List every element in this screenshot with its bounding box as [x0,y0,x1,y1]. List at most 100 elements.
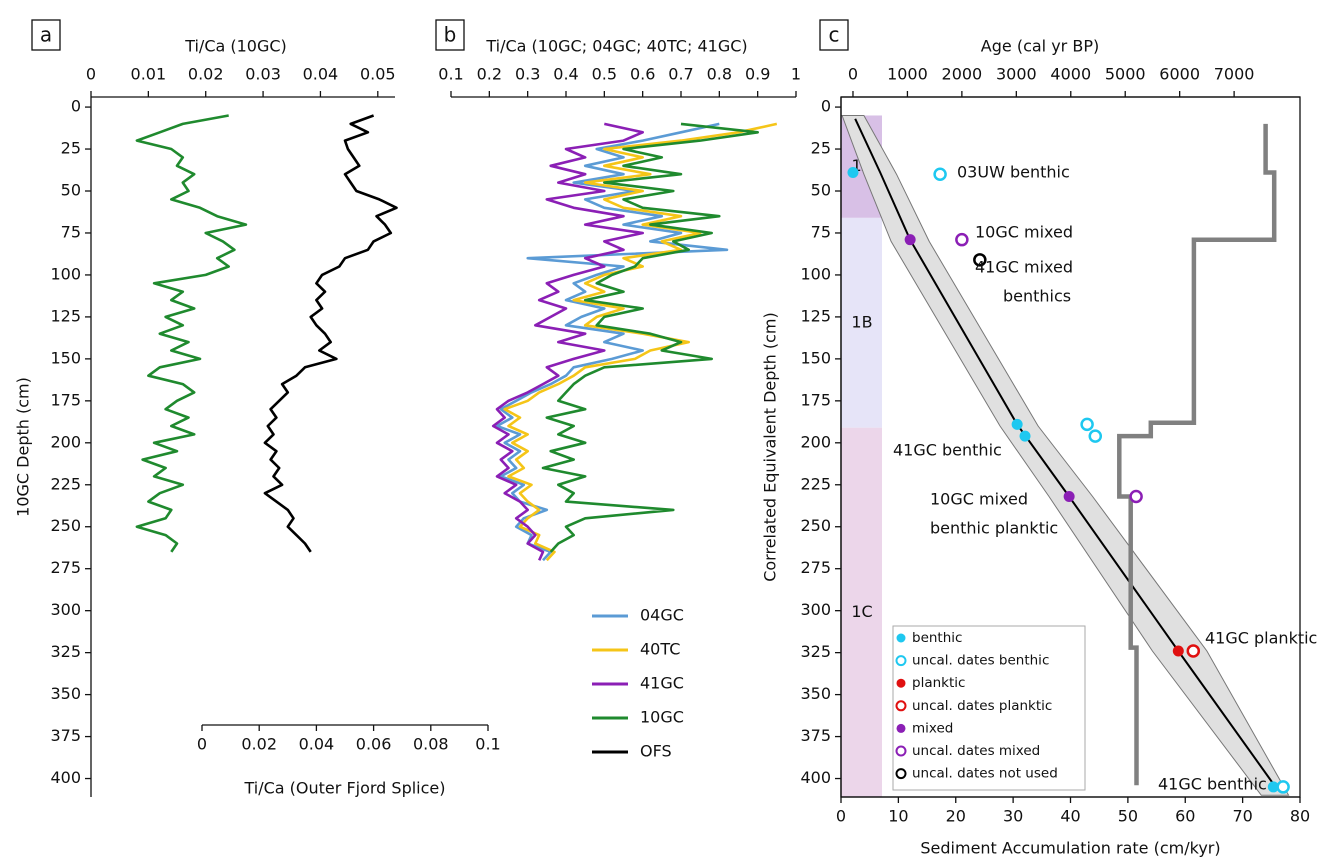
x-tick-label: 0 [848,65,858,84]
x-tick-label: 0.03 [245,65,281,84]
rate-line [1117,123,1277,786]
date-point [1011,418,1023,430]
x2-tick-label: 50 [1118,807,1138,826]
x2-tick-label: 80 [1290,807,1310,826]
panel-label-box [31,19,61,51]
x2-tick-label: 0 [197,735,207,754]
y-tick-label: 150 [50,348,81,367]
data-line [263,114,398,553]
legend-box [892,625,1086,791]
x2-tick-label: 10 [888,807,908,826]
date-point [847,167,859,179]
x-tick-label: 1 [791,65,801,84]
date-point [933,167,947,181]
panel-label: c [829,23,840,47]
y-tick-label: 200 [50,432,81,451]
annotation: 41GC benthic [1158,775,1267,794]
y-tick-label: 175 [800,390,831,409]
date-point [1186,644,1201,658]
y-tick-label: 100 [50,264,81,283]
annotation: 41GC planktic [1205,629,1317,648]
y-tick-label: 275 [50,558,81,577]
x-tick-label: 0 [86,65,96,84]
date-point [1276,780,1290,794]
x-tick-label: 6000 [1159,65,1200,84]
x-tick-label: 0.2 [477,65,502,84]
x2-tick-label: 20 [946,807,966,826]
legend-marker [896,633,906,643]
data-line [503,122,778,562]
x-tick-label: 0.05 [360,65,396,84]
x-tick-label: 0.4 [553,65,578,84]
x-tick-label: 2000 [942,65,983,84]
x2-tick-label: 0.04 [299,735,335,754]
y-tick-label: 75 [61,222,81,241]
y-tick-label: 50 [61,181,81,200]
y-axis-title: Correlated Equivalent Depth (cm) [761,312,780,582]
y-tick-label: 400 [800,768,831,787]
legend-label: uncal. dates benthic [912,653,1049,669]
y-tick-label: 300 [800,600,831,619]
y-tick-label: 375 [800,726,831,745]
x2-tick-label: 70 [1232,807,1252,826]
x2-tick-label: 0 [836,807,846,826]
y-tick-label: 350 [800,684,831,703]
x-tick-label: 0.9 [745,65,770,84]
y-tick-label: 300 [50,600,81,619]
x2-tick-label: 0.1 [475,735,500,754]
zone-label: 1B [851,312,872,331]
x2-tick-label: 60 [1175,807,1195,826]
x-axis-title: Ti/Ca (10GC) [184,37,287,56]
y-tick-label: 25 [811,139,831,158]
annotation: 10GC mixed [975,223,1073,242]
panel-label: b [444,23,457,47]
annotation: 41GC benthic [893,441,1002,460]
x-tick-label: 0.01 [131,65,167,84]
data-line [135,114,248,553]
date-point [1088,429,1103,443]
legend-label: uncal. dates mixed [912,743,1040,759]
y-tick-label: 175 [50,390,81,409]
legend-marker [895,745,907,757]
x2-tick-label: 0.02 [241,735,277,754]
y-tick-label: 350 [50,684,81,703]
date-point [973,253,987,267]
y-tick-label: 375 [50,726,81,745]
y-tick-label: 275 [800,558,831,577]
y-tick-label: 400 [50,768,81,787]
y-axis-title: 10GC Depth (cm) [14,377,33,517]
x-tick-label: 3000 [996,65,1037,84]
legend-marker [896,678,906,688]
data-line [491,122,644,561]
x-tick-label: 0.8 [707,65,732,84]
annotation: 41GC mixed [975,258,1073,277]
annotation: benthics [1003,287,1071,306]
y-tick-label: 150 [800,348,831,367]
y-tick-label: 100 [800,264,831,283]
confidence-band [841,115,1290,796]
panel-label-box [435,19,465,51]
annotation: benthic planktic [930,519,1058,538]
annotation: 10GC mixed [930,490,1028,509]
panel-label-box [819,19,849,51]
x-tick-label: 0.7 [668,65,693,84]
data-line [495,122,729,562]
legend-label: mixed [912,720,953,736]
x-axis-title: Age (cal yr BP) [981,37,1099,56]
legend-label: uncal. dates planktic [912,698,1052,714]
x-tick-label: 0.3 [515,65,540,84]
legend-label: 04GC [640,606,684,625]
x-tick-label: 0.02 [188,65,224,84]
y-tick-label: 325 [800,642,831,661]
y-tick-label: 225 [50,474,81,493]
y-tick-label: 50 [811,181,831,200]
y-tick-label: 75 [811,222,831,241]
legend-marker [896,723,906,733]
legend-marker [895,700,907,712]
date-point [1063,491,1075,503]
x2-axis-title: Sediment Accumulation rate (cm/kyr) [920,839,1220,858]
legend-label: uncal. dates not used [912,766,1058,782]
x2-tick-label: 0.06 [356,735,392,754]
x-tick-label: 5000 [1105,65,1146,84]
